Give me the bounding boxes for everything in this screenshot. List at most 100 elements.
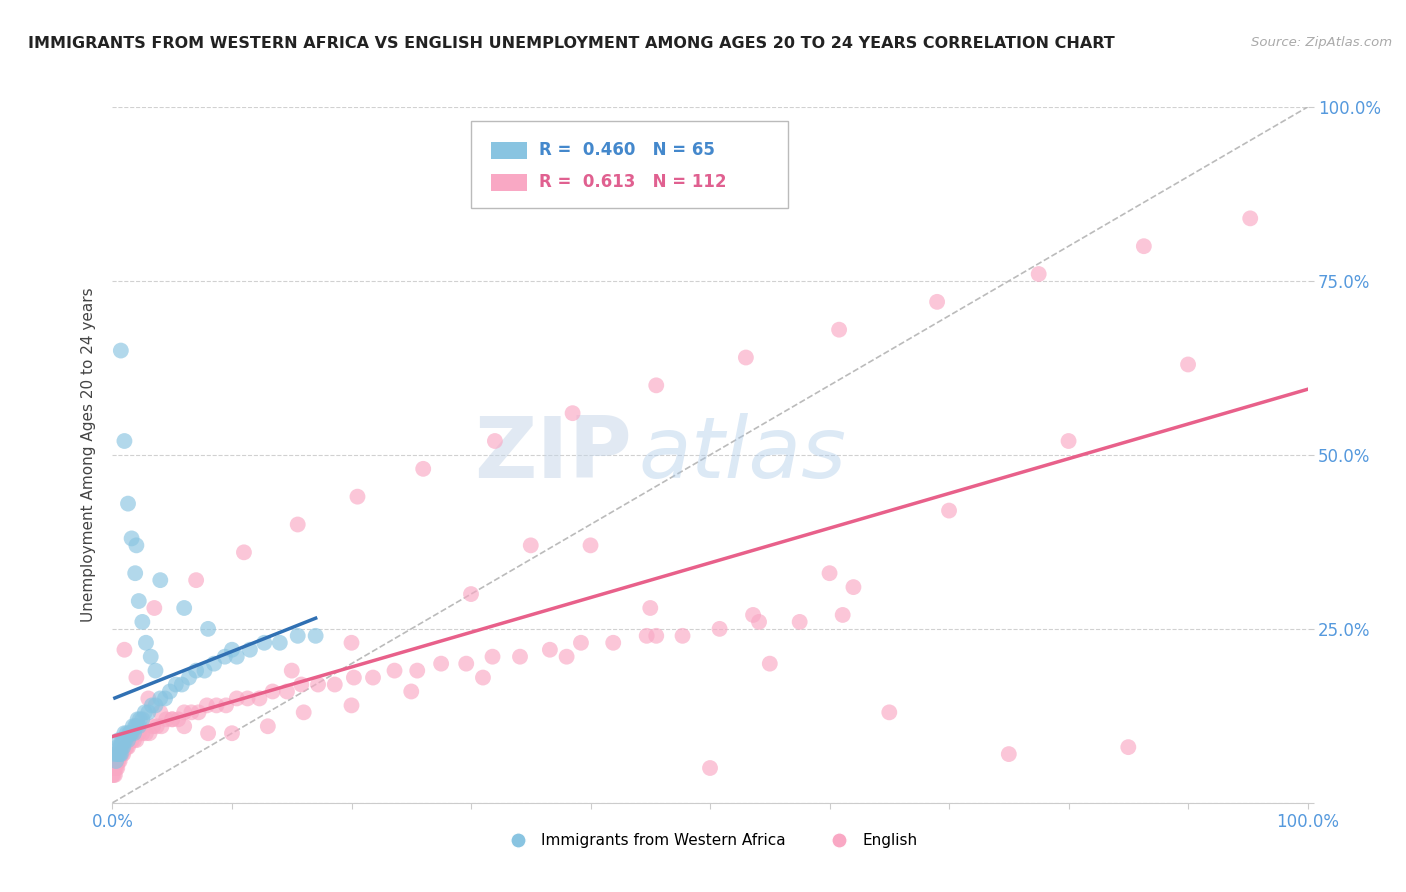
Point <box>569 636 592 650</box>
Point <box>121 726 143 740</box>
Point <box>177 671 200 685</box>
Point <box>125 671 148 685</box>
Point <box>111 747 134 761</box>
Point <box>139 649 162 664</box>
Point <box>1028 267 1050 281</box>
Point <box>114 740 136 755</box>
Point <box>111 733 134 747</box>
Point <box>150 719 173 733</box>
Point <box>221 726 243 740</box>
Point <box>108 740 131 755</box>
Point <box>159 684 181 698</box>
Point <box>842 580 865 594</box>
Point <box>110 740 132 755</box>
Point <box>117 497 139 511</box>
Point <box>340 698 363 713</box>
Point <box>276 684 298 698</box>
Point <box>561 406 583 420</box>
Point <box>290 677 312 691</box>
Point <box>233 545 256 559</box>
Point <box>759 657 782 671</box>
Point <box>153 691 176 706</box>
Point <box>384 664 406 678</box>
Point <box>117 733 139 747</box>
Point <box>104 761 127 775</box>
FancyBboxPatch shape <box>491 174 527 191</box>
Point <box>173 601 195 615</box>
Point <box>138 726 160 740</box>
Point <box>155 712 177 726</box>
Point <box>121 719 143 733</box>
Point <box>671 629 693 643</box>
Point <box>141 698 163 713</box>
Point <box>361 671 384 685</box>
Point <box>343 671 366 685</box>
Point <box>818 566 841 581</box>
Text: IMMIGRANTS FROM WESTERN AFRICA VS ENGLISH UNEMPLOYMENT AMONG AGES 20 TO 24 YEARS: IMMIGRANTS FROM WESTERN AFRICA VS ENGLIS… <box>28 36 1115 51</box>
Point <box>138 691 160 706</box>
Point <box>127 712 149 726</box>
Point <box>104 768 127 782</box>
Point <box>748 615 770 629</box>
Point <box>346 490 368 504</box>
Point <box>145 719 167 733</box>
Point <box>645 629 668 643</box>
Point <box>640 601 662 615</box>
Point <box>401 684 423 698</box>
Point <box>292 706 315 720</box>
Point <box>998 747 1021 761</box>
Point <box>131 712 153 726</box>
Point <box>134 706 156 720</box>
Point <box>509 649 531 664</box>
Point <box>173 706 195 720</box>
Point <box>107 754 129 768</box>
Point <box>879 706 901 720</box>
Point <box>138 706 160 720</box>
Point <box>105 754 128 768</box>
Point <box>1133 239 1156 253</box>
Point <box>323 677 346 691</box>
Point <box>520 538 543 552</box>
Point <box>135 636 157 650</box>
Point <box>167 712 190 726</box>
Point <box>111 740 134 755</box>
Point <box>165 677 187 691</box>
Point <box>195 698 218 713</box>
Point <box>287 517 309 532</box>
Point <box>105 740 128 755</box>
Point <box>1239 211 1261 226</box>
FancyBboxPatch shape <box>491 142 527 159</box>
Point <box>927 294 949 309</box>
Point <box>149 691 172 706</box>
Point <box>460 587 482 601</box>
Point <box>412 462 434 476</box>
Point <box>202 657 225 671</box>
Point <box>107 747 129 761</box>
Point <box>114 740 135 755</box>
Point <box>215 698 238 713</box>
Point <box>145 664 167 678</box>
Legend: Immigrants from Western Africa, English: Immigrants from Western Africa, English <box>496 827 924 855</box>
Point <box>128 594 150 608</box>
Point <box>205 698 228 713</box>
Point <box>110 343 132 358</box>
Point <box>124 719 146 733</box>
Point <box>112 733 135 747</box>
Point <box>579 538 602 552</box>
Point <box>481 649 503 664</box>
Point <box>281 664 304 678</box>
Point <box>128 719 150 733</box>
Point <box>131 726 153 740</box>
Point <box>307 677 329 691</box>
Point <box>117 740 139 755</box>
Point <box>120 726 142 740</box>
Point <box>110 747 132 761</box>
Text: atlas: atlas <box>638 413 846 497</box>
FancyBboxPatch shape <box>471 121 787 208</box>
Point <box>1057 434 1080 448</box>
Point <box>118 726 141 740</box>
Point <box>555 649 578 664</box>
Point <box>114 434 135 448</box>
Point <box>112 740 135 755</box>
Point <box>105 761 128 775</box>
